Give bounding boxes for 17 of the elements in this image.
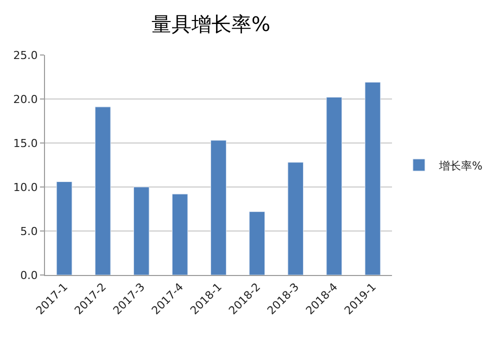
y-tick-label: 25.0 [13, 48, 38, 62]
y-tick-label: 20.0 [13, 92, 38, 106]
y-tick-label: 15.0 [13, 136, 38, 150]
chart-title: 量具增长率% [151, 12, 270, 36]
y-tick-label: 10.0 [13, 180, 38, 194]
legend-label: 增长率% [438, 159, 482, 172]
bar [94, 106, 111, 275]
bar [364, 82, 381, 275]
bar [133, 186, 150, 275]
y-tick-label: 0.0 [20, 268, 38, 282]
bar [249, 211, 266, 275]
bar [172, 194, 188, 275]
y-tick-label: 5.0 [20, 224, 38, 238]
bar [56, 181, 72, 275]
bar [210, 140, 226, 275]
bar [288, 162, 304, 275]
bar [326, 96, 342, 275]
